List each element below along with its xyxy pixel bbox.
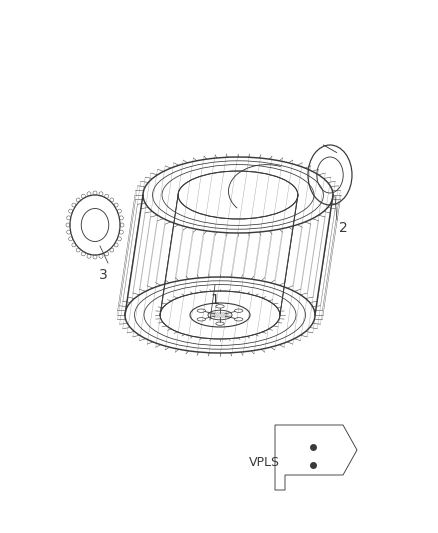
Text: 3: 3 bbox=[99, 268, 107, 282]
Text: 2: 2 bbox=[339, 221, 348, 235]
Text: 1: 1 bbox=[211, 293, 219, 307]
Text: VPLS: VPLS bbox=[249, 456, 280, 470]
